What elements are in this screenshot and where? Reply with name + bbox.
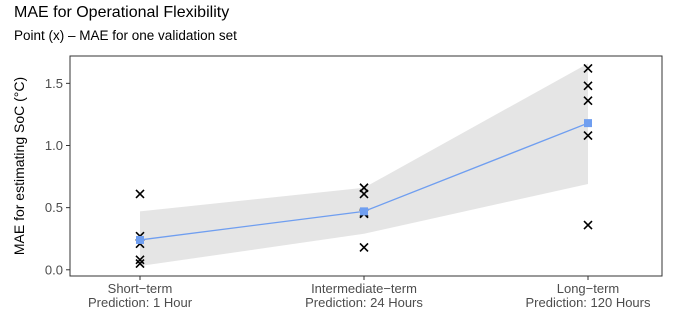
- x-tick-label-1-1: Prediction: 24 Hours: [305, 295, 423, 310]
- validation-point-0-3: [135, 255, 145, 265]
- x-tick-label-2-0: Long−term: [557, 281, 620, 296]
- y-tick-label-3: 1.5: [45, 76, 63, 91]
- panel-border: [69, 55, 663, 277]
- x-tick-label-0-0: Short−term: [108, 281, 173, 296]
- confidence-band: [140, 63, 588, 267]
- mean-point-2: [584, 119, 592, 128]
- validation-point-2-1: [583, 81, 593, 91]
- validation-point-1-4: [359, 242, 369, 252]
- y-tick-label-2: 1.0: [45, 138, 63, 153]
- mean-point-1: [360, 207, 368, 216]
- validation-point-2-3: [583, 130, 593, 141]
- x-tick-label-0-1: Prediction: 1 Hour: [88, 295, 193, 310]
- validation-point-2-4: [583, 220, 593, 230]
- y-axis-label: MAE for estimating SoC (°C): [11, 77, 27, 255]
- x-tick-label-2-1: Prediction: 120 Hours: [525, 295, 651, 310]
- chart-title: MAE for Operational Flexibility: [14, 4, 230, 21]
- validation-point-0-0: [135, 189, 145, 199]
- validation-point-2-0: [583, 63, 593, 73]
- chart-subtitle: Point (x) – MAE for one validation set: [14, 28, 237, 43]
- mean-point-0: [136, 235, 144, 244]
- y-tick-label-1: 0.5: [45, 200, 63, 215]
- x-tick-label-1-0: Intermediate−term: [311, 281, 417, 296]
- validation-point-0-4: [135, 259, 145, 269]
- y-tick-label-0: 0.0: [45, 262, 63, 277]
- validation-point-2-2: [583, 96, 593, 106]
- validation-point-1-1: [359, 189, 369, 199]
